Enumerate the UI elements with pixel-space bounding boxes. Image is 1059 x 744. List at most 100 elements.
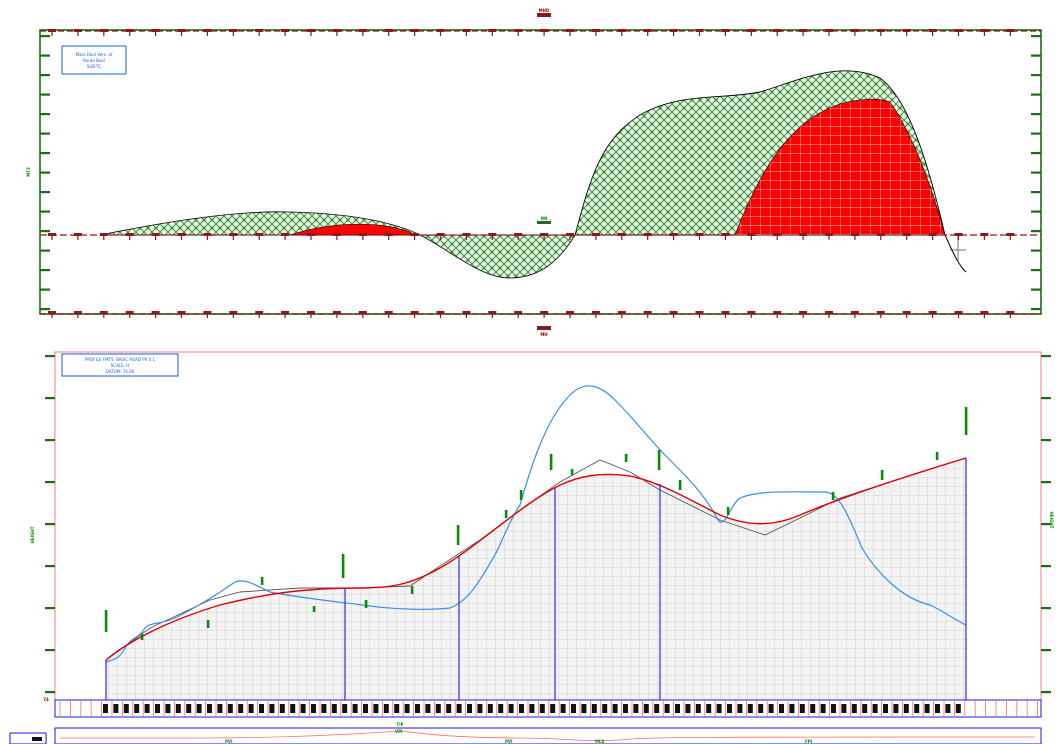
band-value-block xyxy=(290,704,296,713)
bottom-tick-cap xyxy=(514,311,523,314)
base-tick-stem xyxy=(206,235,208,240)
band-value-block xyxy=(113,704,119,713)
base-tick-stem xyxy=(673,235,675,240)
base-tick-stem xyxy=(621,235,623,240)
base-tick-stem xyxy=(414,235,416,240)
band-value-block xyxy=(560,704,566,713)
base-tick-cap xyxy=(1006,233,1015,236)
base-tick-stem xyxy=(77,235,79,240)
band-value-block xyxy=(633,704,639,713)
band-value-block xyxy=(727,704,732,713)
mass-haul-title-line2: Route Bool xyxy=(83,58,105,63)
profile-right-tick xyxy=(1041,565,1051,568)
mass-haul-bottom-ticks xyxy=(48,311,1015,318)
top-tick-stem xyxy=(491,31,493,36)
base-tick-cap xyxy=(669,233,678,236)
top-tick-cap xyxy=(954,29,963,32)
base-tick-stem xyxy=(336,235,338,240)
pvi-marker xyxy=(519,490,523,500)
profile-left-tick xyxy=(45,607,55,610)
bottom-tick-cap xyxy=(799,311,808,314)
pvi-marker xyxy=(624,454,628,462)
profile-left-tick xyxy=(45,565,55,568)
mass-haul-top-ticks xyxy=(48,29,1015,36)
bottom-tick-stem xyxy=(465,313,467,318)
base-tick-cap xyxy=(255,233,264,236)
base-tick-cap xyxy=(695,233,704,236)
haul-area-negative xyxy=(419,234,576,279)
band-value-block xyxy=(716,704,722,713)
band-value-block xyxy=(300,704,306,713)
bottom-tick-cap xyxy=(488,311,497,314)
base-tick-stem xyxy=(595,235,597,240)
pvi-marker xyxy=(831,492,835,500)
base-tick-stem xyxy=(517,235,519,240)
profile-title-box xyxy=(61,353,179,377)
band-value-block xyxy=(581,704,587,713)
left-scale-tick xyxy=(40,93,50,96)
top-tick-stem xyxy=(1009,31,1011,36)
bottom-tick-stem xyxy=(517,313,519,318)
profile-datum-label: 74 xyxy=(43,697,49,702)
bottom-tick-stem xyxy=(595,313,597,318)
bottom-tick-cap xyxy=(721,311,730,314)
profile-right-tick xyxy=(1041,397,1051,400)
top-center-label-mark xyxy=(537,13,551,17)
band-value-block xyxy=(352,704,358,713)
top-tick-stem xyxy=(698,31,701,36)
top-tick-stem xyxy=(647,31,649,36)
bottom-tick-stem xyxy=(206,313,208,318)
top-tick-cap xyxy=(462,29,471,32)
mass-haul-right-scale xyxy=(1031,35,1041,311)
bottom-label-4: MLS xyxy=(595,739,605,744)
profile-left-tick xyxy=(45,649,55,652)
bottom-tick-stem xyxy=(1009,313,1011,318)
band-value-block xyxy=(737,704,743,713)
top-tick-stem xyxy=(983,31,985,36)
base-tick-cap xyxy=(203,233,212,236)
left-scale-tick xyxy=(40,113,50,116)
bottom-tick-stem xyxy=(569,313,571,318)
base-tick-stem xyxy=(180,235,183,240)
profile-right-tick xyxy=(1041,439,1051,442)
band-value-block xyxy=(883,704,888,713)
bottom-tick-stem xyxy=(180,313,183,318)
base-tick-cap xyxy=(488,233,497,236)
band-value-block xyxy=(643,704,649,713)
base-tick-cap xyxy=(850,233,859,236)
left-scale-tick xyxy=(40,308,50,311)
top-tick-cap xyxy=(229,29,238,32)
pvi-marker xyxy=(504,510,508,518)
bottom-tick-cap xyxy=(281,311,290,314)
band-value-block xyxy=(810,704,816,713)
band-value-block xyxy=(571,704,576,713)
top-tick-stem xyxy=(595,31,597,36)
band-value-block xyxy=(227,704,233,713)
bottom-tick-cap xyxy=(617,311,626,314)
left-scale-tick xyxy=(40,210,50,213)
right-scale-tick xyxy=(1031,171,1041,174)
top-tick-cap xyxy=(747,29,756,32)
band-value-block xyxy=(831,704,836,713)
bottom-tick-stem xyxy=(621,313,623,318)
right-scale-tick xyxy=(1031,54,1041,57)
bottom-tick-stem xyxy=(388,313,390,318)
top-tick-cap xyxy=(332,29,341,32)
base-tick-cap xyxy=(954,233,963,236)
right-scale-tick xyxy=(1031,230,1041,233)
bottom-tick-cap xyxy=(876,311,885,314)
band-value-block xyxy=(123,704,129,713)
bottom-tick-stem xyxy=(957,313,960,318)
top-tick-cap xyxy=(203,29,212,32)
bottom-tick-cap xyxy=(410,311,419,314)
right-scale-tick xyxy=(1031,93,1041,96)
band-value-block xyxy=(862,704,868,713)
top-tick-stem xyxy=(77,31,79,36)
band-value-block xyxy=(175,704,181,713)
bottom-tick-cap xyxy=(1006,311,1015,314)
base-tick-cap xyxy=(876,233,885,236)
top-tick-cap xyxy=(410,29,419,32)
band-value-block xyxy=(851,704,857,713)
left-scale-tick xyxy=(40,230,50,233)
